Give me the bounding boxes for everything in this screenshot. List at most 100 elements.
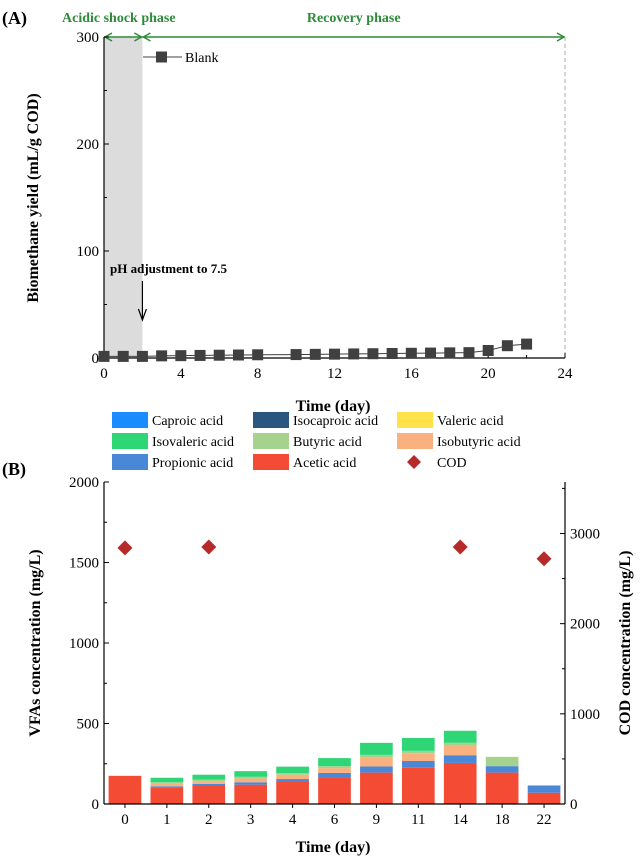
- b-x-tick-label: 9: [373, 812, 381, 828]
- legend-blank-label: Blank: [185, 51, 218, 66]
- x-tick-label: 4: [177, 366, 185, 382]
- legend-swatch-caproic-acid: [112, 412, 148, 428]
- legend-label-acetic-acid: Acetic acid: [293, 456, 356, 471]
- b-x-tick-label: 2: [205, 812, 213, 828]
- panel-b: (B) Caproic acid Isocaproic acid Valeric a…: [2, 412, 634, 856]
- bar-isobutyric-acid-day-3: [234, 778, 268, 783]
- blank-point: [501, 340, 513, 352]
- b-x-tick-label: 22: [537, 812, 552, 828]
- blank-point: [463, 347, 475, 359]
- blank-point: [194, 349, 206, 361]
- bar-propionic-acid-day-14: [443, 755, 477, 763]
- bar-propionic-acid-day-6: [318, 772, 351, 778]
- legend-swatch-isobutyric-acid: [397, 433, 433, 449]
- x-tick-label: 20: [481, 366, 496, 382]
- bar-acetic-acid-day-4: [276, 781, 309, 804]
- b-right-y-tick-label: 1000: [570, 707, 600, 723]
- cod-point-day-22: [536, 551, 552, 567]
- ph-adjustment-annotation: pH adjustment to 7.5: [110, 261, 228, 276]
- b-left-y-tick-label: 2000: [69, 475, 99, 491]
- b-left-y-tick-label: 500: [77, 717, 100, 733]
- legend-label-caproic-acid: Caproic acid: [152, 414, 223, 429]
- bar-butyric-acid-day-6: [318, 766, 351, 769]
- bar-propionic-acid-day-22: [527, 785, 561, 793]
- bar-butyric-acid-day-11: [401, 750, 435, 754]
- bar-propionic-acid-day-11: [401, 761, 435, 768]
- acidic-shock-phase-label: Acidic shock phase: [62, 11, 176, 26]
- legend-swatch-isocaproic-acid: [253, 412, 289, 428]
- bar-propionic-acid-day-1: [150, 786, 184, 788]
- bar-isobutyric-acid-day-11: [401, 753, 435, 762]
- legend-label-butyric-acid: Butyric acid: [293, 435, 362, 450]
- y-tick-label: 0: [92, 351, 100, 367]
- b-right-y-tick-label: 0: [570, 797, 578, 813]
- blank-point: [252, 349, 264, 361]
- blank-point: [136, 350, 148, 362]
- panel-a-x-axis-title: Time (day): [296, 398, 371, 415]
- bar-propionic-acid-day-18: [485, 766, 519, 773]
- blank-line: [104, 343, 527, 357]
- panel-b-label: (B): [2, 459, 26, 480]
- bar-butyric-acid-day-4: [276, 773, 309, 775]
- legend-swatch-propionic-acid: [112, 454, 148, 470]
- b-x-tick-label: 6: [331, 812, 339, 828]
- blank-series: [98, 338, 533, 362]
- bar-propionic-acid-day-4: [276, 779, 309, 782]
- legend-label-isocaproic-acid: Isocaproic acid: [293, 414, 378, 429]
- blank-point: [117, 350, 129, 362]
- b-x-tick-label: 1: [163, 812, 171, 828]
- bar-acetic-acid-day-14: [443, 762, 477, 804]
- panel-b-axes: [103, 482, 566, 805]
- bar-propionic-acid-day-3: [234, 782, 268, 785]
- x-tick-label: 8: [254, 366, 262, 382]
- cod-point-day-14: [452, 539, 468, 555]
- legend-swatch-acetic-acid: [253, 454, 289, 470]
- acidic-arrow-head-left: [104, 32, 113, 42]
- cod-point-day-2: [201, 539, 217, 555]
- panel-b-y-axis-title: VFAs concentration (mg/L): [27, 549, 44, 736]
- bar-butyric-acid-day-9: [360, 754, 393, 758]
- b-x-tick-label: 0: [121, 812, 129, 828]
- bar-acetic-acid-day-9: [360, 772, 393, 804]
- recovery-arrow-head-right: [556, 32, 565, 42]
- panel-b-right-y-axis-title: COD concentration (mg/L): [617, 551, 634, 736]
- bar-isobutyric-acid-day-14: [443, 745, 477, 756]
- bar-butyric-acid-day-3: [234, 776, 268, 779]
- bar-isovaleric-acid-day-3: [234, 771, 268, 777]
- blank-point: [290, 349, 302, 361]
- bar-butyric-acid-day-18: [485, 756, 519, 767]
- legend-label-valeric-acid: Valeric acid: [437, 414, 503, 429]
- b-x-tick-label: 18: [495, 812, 510, 828]
- acidic-phase-shading: [104, 37, 143, 358]
- blank-point: [156, 350, 168, 362]
- blank-point: [213, 349, 225, 361]
- blank-point: [444, 347, 456, 359]
- bar-isobutyric-acid-day-4: [276, 774, 309, 780]
- ph-adjustment-arrow: [137, 281, 147, 322]
- legend-swatch-valeric-acid: [397, 412, 433, 428]
- blank-point: [329, 348, 340, 360]
- blank-point: [425, 347, 437, 359]
- cod-point-day-0: [117, 540, 133, 556]
- vfa-stacked-bars: [108, 730, 561, 804]
- bar-acetic-acid-day-2: [192, 785, 226, 804]
- panel-b-ticks: 0 500 1000 1500 2000 0 1000 2000 3000 0 1 2 3 4 6 9 11 14…: [69, 475, 600, 828]
- y-tick-label: 300: [77, 30, 100, 46]
- bar-acetic-acid-day-18: [485, 772, 519, 804]
- legend-label-isobutyric-acid: Isobutyric acid: [437, 435, 521, 450]
- bar-isovaleric-acid-day-14: [443, 730, 477, 743]
- bar-butyric-acid-day-14: [443, 742, 477, 746]
- phase-arrows: [104, 32, 565, 42]
- legend-label-cod: COD: [437, 456, 467, 471]
- bar-isovaleric-acid-day-4: [276, 766, 309, 774]
- panel-b-legend: Caproic acid Isocaproic acid Valeric acid I…: [112, 412, 521, 471]
- x-tick-label: 24: [558, 366, 574, 382]
- b-left-y-tick-label: 1500: [69, 556, 99, 572]
- legend-label-isovaleric-acid: Isovaleric acid: [152, 435, 234, 450]
- annotation-arrow-head: [137, 308, 147, 322]
- bar-isovaleric-acid-day-2: [192, 774, 226, 780]
- panel-a: (A) Acidic shock phase Recovery phase 0 4…: [2, 8, 573, 415]
- cod-series: [117, 539, 552, 567]
- legend-swatch-isovaleric-acid: [112, 433, 148, 449]
